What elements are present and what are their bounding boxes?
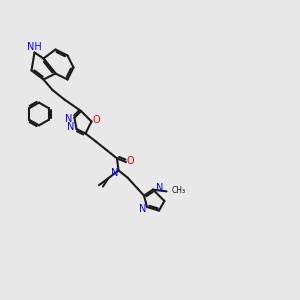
Text: CH₃: CH₃ <box>172 186 186 195</box>
Text: N: N <box>111 168 118 178</box>
Text: N: N <box>68 122 75 133</box>
Text: N: N <box>140 204 147 214</box>
Text: N: N <box>156 183 163 193</box>
Text: O: O <box>92 115 100 125</box>
Text: NH: NH <box>27 42 42 52</box>
Text: N: N <box>65 114 72 124</box>
Text: O: O <box>127 155 134 166</box>
